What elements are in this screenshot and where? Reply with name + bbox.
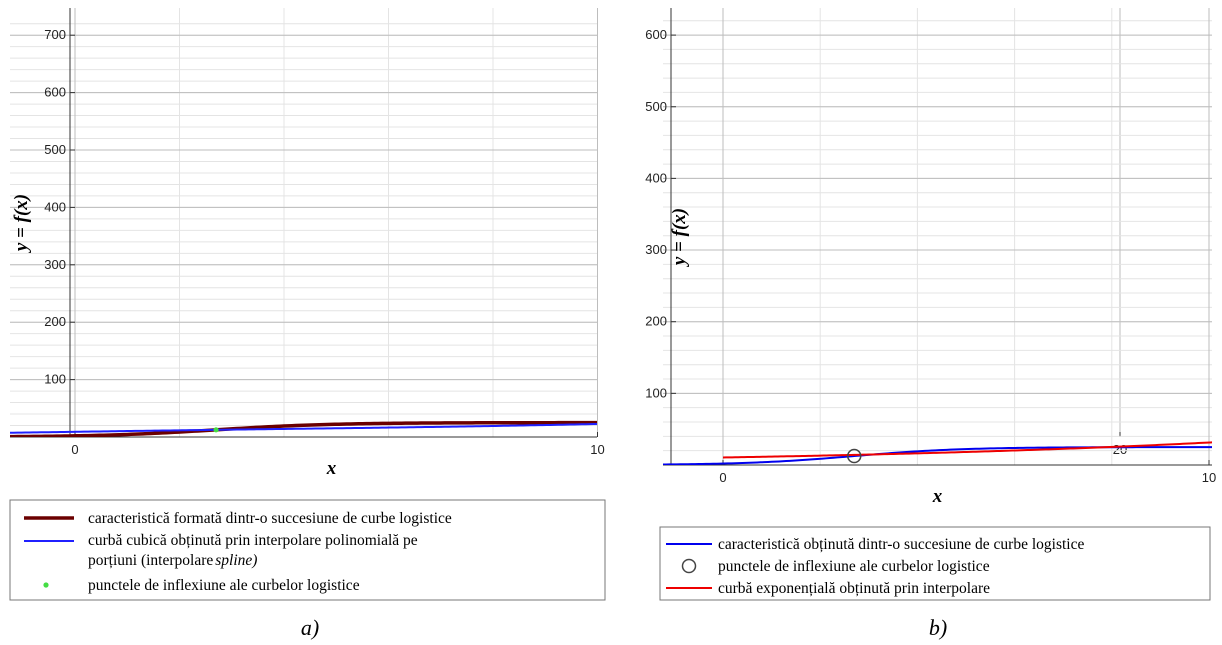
x-tick-label: 0	[719, 470, 726, 485]
legend-entry-2-cont: porțiuni (interpolare	[88, 552, 213, 569]
chart-panel-b: 010203040100200300400500600xy = f(x)cara…	[645, 8, 1216, 640]
panel-caption: b)	[929, 615, 947, 640]
y-tick-label: 500	[645, 99, 667, 114]
x-tick-label: 10	[1202, 470, 1216, 485]
y-axis-label: y = f(x)	[11, 194, 32, 253]
y-tick-label: 100	[645, 385, 667, 400]
legend-box	[9, 499, 606, 601]
plot-area	[10, 407, 966, 437]
chart-panel-a: 010203040100200300400500600700xy = f(x)c…	[9, 8, 1127, 640]
major-grid	[663, 8, 1212, 465]
inflection-point	[213, 427, 219, 433]
x-tick-label: 20	[1113, 442, 1127, 457]
y-tick-label: 300	[44, 257, 66, 272]
legend-entry-2: curbă cubică obținută prin interpolare p…	[88, 532, 418, 549]
x-axis-label: x	[326, 458, 337, 479]
y-tick-label: 200	[645, 314, 667, 329]
legend-box	[659, 526, 1211, 601]
y-tick-label: 600	[44, 85, 66, 100]
legend-swatch-point	[43, 582, 49, 588]
inflection-point	[961, 407, 966, 412]
series-line-spline	[10, 422, 597, 434]
series-line-logistic_sum	[10, 420, 597, 437]
y-tick-label: 300	[645, 242, 667, 257]
legend-entry-1: caracteristică formată dintr-o succesiun…	[88, 510, 452, 527]
series-line-exponential	[722, 441, 1212, 459]
legend-entry-1: caracteristică obținută dintr-o succesiu…	[718, 536, 1084, 553]
series-line-logistic_sum	[663, 446, 1212, 465]
minor-grid	[10, 8, 597, 437]
y-axis-label: y = f(x)	[669, 208, 690, 267]
major-grid	[10, 8, 1121, 437]
panel-caption: a)	[301, 615, 319, 640]
y-tick-label: 700	[44, 27, 66, 42]
legend-swatch-point	[681, 558, 697, 574]
legend: caracteristică formată dintr-o succesiun…	[24, 510, 452, 594]
y-tick-label: 500	[44, 142, 66, 157]
y-tick-label: 600	[645, 27, 667, 42]
y-tick-label: 400	[645, 170, 667, 185]
legend-entry-2-italic: spline)	[215, 552, 257, 569]
plot-area	[663, 441, 1212, 465]
y-tick-label: 200	[44, 314, 66, 329]
x-tick-label: 10	[590, 442, 604, 457]
legend-entry-3: punctele de inflexiune ale curbelor logi…	[88, 577, 360, 594]
x-axis-label: x	[932, 486, 943, 507]
minor-grid	[663, 8, 1212, 465]
legend-entry-2: punctele de inflexiune ale curbelor logi…	[718, 558, 990, 575]
y-tick-label: 100	[44, 372, 66, 387]
legend-entry-3: curbă exponențială obținută prin interpo…	[718, 580, 990, 597]
y-tick-label: 400	[44, 199, 66, 214]
inflection-point	[846, 448, 862, 464]
legend: caracteristică obținută dintr-o succesiu…	[666, 536, 1084, 597]
x-tick-label: 0	[71, 442, 78, 457]
